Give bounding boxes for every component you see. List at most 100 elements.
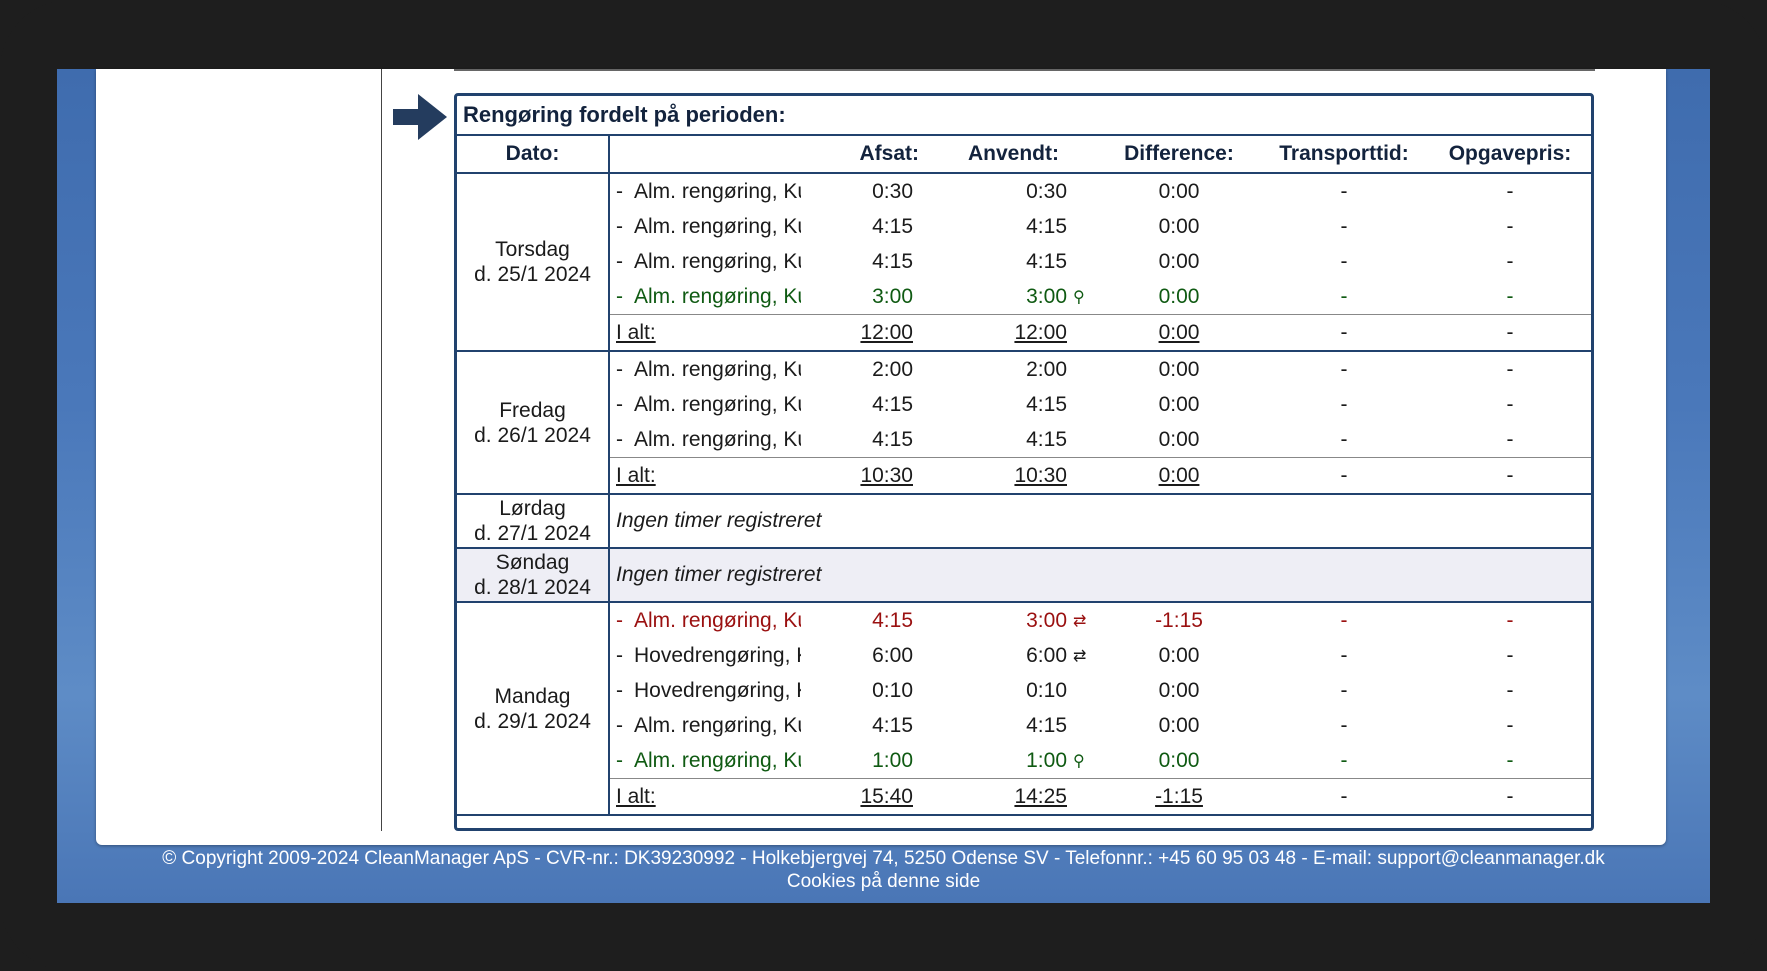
total-label: I alt:	[609, 778, 801, 816]
total-used[interactable]: 14:25	[929, 778, 1109, 816]
allocated-time: 1:00	[872, 748, 913, 772]
task-description[interactable]: - Alm. rengøring, Ku	[609, 422, 801, 458]
task-row[interactable]: Fredag d. 26/1 2024- Alm. rengøring, Ku 2:0…	[457, 351, 1591, 495]
task-price: -	[1506, 427, 1514, 451]
total-difference-value[interactable]: -1:15	[1155, 784, 1203, 808]
footer: © Copyright 2009-2024 CleanManager ApS -…	[57, 847, 1710, 893]
task-description[interactable]: - Alm. rengøring, Ku	[609, 351, 801, 387]
total-used[interactable]: 10:30	[929, 457, 1109, 495]
used-value: 3:00	[1026, 608, 1067, 632]
task-row[interactable]: Mandag d. 29/1 2024- Alm. rengøring, Ku 4:1…	[457, 602, 1591, 816]
total-allocated-value[interactable]: 10:30	[860, 463, 913, 487]
person-icon: ⚲	[1073, 752, 1085, 770]
task-row[interactable]: - Hovedrengøring, K 0:10 0:10 0:00- -	[457, 673, 1591, 708]
used-time: 4:15	[929, 209, 1109, 244]
used-value: 4:15	[1026, 249, 1067, 273]
task-description[interactable]: - Alm. rengøring, Ku	[609, 209, 801, 244]
used-value: 4:15	[1026, 427, 1067, 451]
task-description[interactable]: - Hovedrengøring, K	[609, 638, 801, 673]
used-value: 0:10	[1026, 678, 1067, 702]
weekday: Søndag	[495, 551, 570, 574]
task-name: Alm. rengøring, Ku	[634, 392, 801, 416]
total-allocated-value[interactable]: 15:40	[860, 784, 913, 808]
allocated-time: 4:15	[872, 249, 913, 273]
transport-time: -	[1340, 427, 1348, 451]
allocated-time: 0:30	[872, 179, 913, 203]
used-time: 3:00 ⚲	[929, 279, 1109, 315]
column-divider	[381, 69, 382, 831]
total-allocated[interactable]: 12:00	[801, 314, 929, 352]
task-description[interactable]: - Alm. rengøring, Ku	[609, 602, 801, 638]
header-allocated: Afsat:	[801, 135, 929, 174]
task-row[interactable]: - Alm. rengøring, Ku 4:15 4:15 0:00- -	[457, 387, 1591, 422]
used-value: 4:15	[1026, 392, 1067, 416]
task-name: Alm. rengøring, Ku	[634, 427, 801, 451]
day-row-empty: Lørdag d. 27/1 2024 Ingen timer registrere…	[457, 494, 1591, 549]
total-difference-value[interactable]: 0:00	[1158, 463, 1200, 487]
task-name: Alm. rengøring, Ku	[634, 214, 801, 238]
allocated-time: 6:00	[872, 643, 913, 667]
table-header-row: Dato: Afsat: Anvendt: Difference: Transp…	[457, 135, 1591, 174]
task-row[interactable]: - Alm. rengøring, Ku 3:00 3:00 ⚲ 0:00- -	[457, 279, 1591, 315]
transport-time: -	[1340, 284, 1348, 308]
header-price: Opgavepris:	[1429, 135, 1591, 174]
task-description[interactable]: - Alm. rengøring, Ku	[609, 743, 801, 779]
difference-time: 0:00	[1158, 748, 1200, 772]
total-used-value[interactable]: 14:25	[1014, 784, 1067, 808]
task-row[interactable]: - Alm. rengøring, Ku 4:15 4:15 0:00- -	[457, 209, 1591, 244]
task-row[interactable]: - Alm. rengøring, Ku 4:15 4:15 0:00- -	[457, 708, 1591, 743]
allocated-time: 4:15	[872, 608, 913, 632]
total-label: I alt:	[609, 457, 801, 495]
total-used[interactable]: 12:00	[929, 314, 1109, 352]
header-date: Dato:	[457, 135, 610, 174]
task-row[interactable]: - Alm. rengøring, Ku 4:15 4:15 0:00- -	[457, 422, 1591, 458]
total-label: I alt:	[609, 314, 801, 352]
arrow-right-icon	[393, 94, 447, 140]
used-time: 1:00 ⚲	[929, 743, 1109, 779]
task-description[interactable]: - Alm. rengøring, Ku	[609, 387, 801, 422]
total-used-value[interactable]: 12:00	[1014, 320, 1067, 344]
transport-time: -	[1340, 214, 1348, 238]
task-description[interactable]: - Alm. rengøring, Ku	[609, 708, 801, 743]
date: d. 26/1 2024	[474, 423, 591, 447]
weekday: Torsdag	[495, 238, 570, 261]
transport-time: -	[1340, 643, 1348, 667]
header-used: Anvendt:	[929, 135, 1109, 174]
transport-time: -	[1340, 179, 1348, 203]
used-time: 0:10	[929, 673, 1109, 708]
total-used-value[interactable]: 10:30	[1014, 463, 1067, 487]
task-price: -	[1506, 179, 1514, 203]
task-row[interactable]: - Alm. rengøring, Ku 1:00 1:00 ⚲ 0:00- -	[457, 743, 1591, 779]
swap-icon: ⇄	[1073, 647, 1087, 665]
total-row: I alt: 10:30 10:30 0:00 - -	[457, 457, 1591, 495]
task-row[interactable]: - Alm. rengøring, Ku 4:15 4:15 0:00- -	[457, 244, 1591, 279]
task-row[interactable]: - Hovedrengøring, K 6:00 6:00 ⇄ 0:00- -	[457, 638, 1591, 673]
period-cleaning-table: Rengøring fordelt på perioden: Dato: Afs…	[454, 93, 1594, 831]
total-allocated[interactable]: 10:30	[801, 457, 929, 495]
total-difference[interactable]: -1:15	[1109, 778, 1259, 816]
task-row[interactable]: Torsdag d. 25/1 2024- Alm. rengøring, Ku 0:…	[457, 173, 1591, 352]
day-date-cell: Fredag d. 26/1 2024	[457, 351, 610, 495]
allocated-time: 4:15	[872, 427, 913, 451]
footer-cookies-link[interactable]: Cookies på denne side	[786, 871, 981, 892]
weekday: Mandag	[494, 684, 571, 708]
task-description[interactable]: - Hovedrengøring, K	[609, 673, 801, 708]
table-title-row: Rengøring fordelt på perioden:	[457, 96, 1591, 136]
task-name: Alm. rengøring, Ku	[634, 713, 801, 737]
total-allocated-value[interactable]: 12:00	[860, 320, 913, 344]
total-transport: -	[1259, 778, 1429, 816]
total-row: I alt: 12:00 12:00 0:00 - -	[457, 314, 1591, 352]
task-description[interactable]: - Alm. rengøring, Ku	[609, 279, 801, 315]
used-value: 3:00	[1026, 284, 1067, 308]
weekday: Fredag	[499, 398, 566, 422]
total-difference[interactable]: 0:00	[1109, 314, 1259, 352]
total-allocated[interactable]: 15:40	[801, 778, 929, 816]
task-price: -	[1506, 713, 1514, 737]
day-date-cell: Lørdag d. 27/1 2024	[457, 494, 610, 549]
task-description[interactable]: - Alm. rengøring, Ku	[609, 173, 801, 209]
total-difference-value[interactable]: 0:00	[1158, 320, 1200, 344]
total-difference[interactable]: 0:00	[1109, 457, 1259, 495]
task-description[interactable]: - Alm. rengøring, Ku	[609, 244, 801, 279]
task-price: -	[1506, 249, 1514, 273]
